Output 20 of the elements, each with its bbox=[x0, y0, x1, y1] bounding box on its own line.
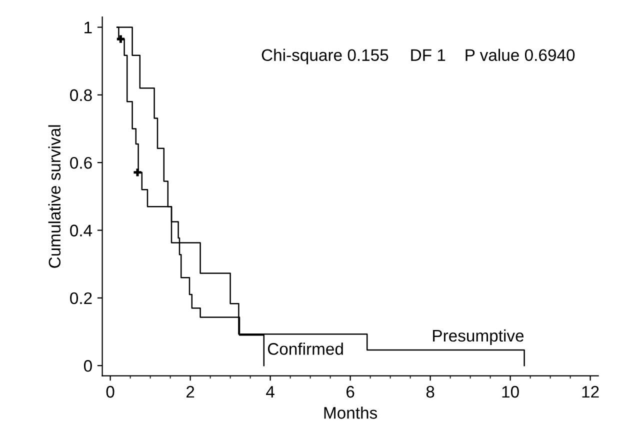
x-tick-label: 6 bbox=[346, 386, 354, 398]
x-tick-label: 8 bbox=[426, 386, 434, 398]
x-axis-title: Months bbox=[324, 406, 378, 419]
x-tick-label: 10 bbox=[502, 386, 519, 398]
x-tick-label: 2 bbox=[186, 386, 194, 398]
series-label: Presumptive bbox=[433, 329, 524, 345]
y-axis-title: Cumulative survival bbox=[48, 125, 61, 268]
annotation: Chi-square 0.155 bbox=[262, 48, 388, 64]
series-label: Confirmed bbox=[268, 342, 343, 355]
annotation: P value 0.6940 bbox=[466, 48, 575, 62]
y-tick-label: 0.6 bbox=[70, 156, 92, 169]
y-tick-label: 0.2 bbox=[70, 292, 92, 304]
y-tick-label: 0.4 bbox=[70, 224, 92, 236]
y-tick-label: 0.8 bbox=[70, 89, 92, 102]
x-tick-label: 4 bbox=[266, 386, 274, 398]
y-tick-label: 1 bbox=[84, 22, 92, 34]
y-tick-label: 0 bbox=[84, 360, 92, 372]
x-tick-label: 12 bbox=[582, 386, 599, 398]
annotation: DF 1 bbox=[411, 49, 446, 61]
x-tick-label: 0 bbox=[106, 386, 114, 398]
